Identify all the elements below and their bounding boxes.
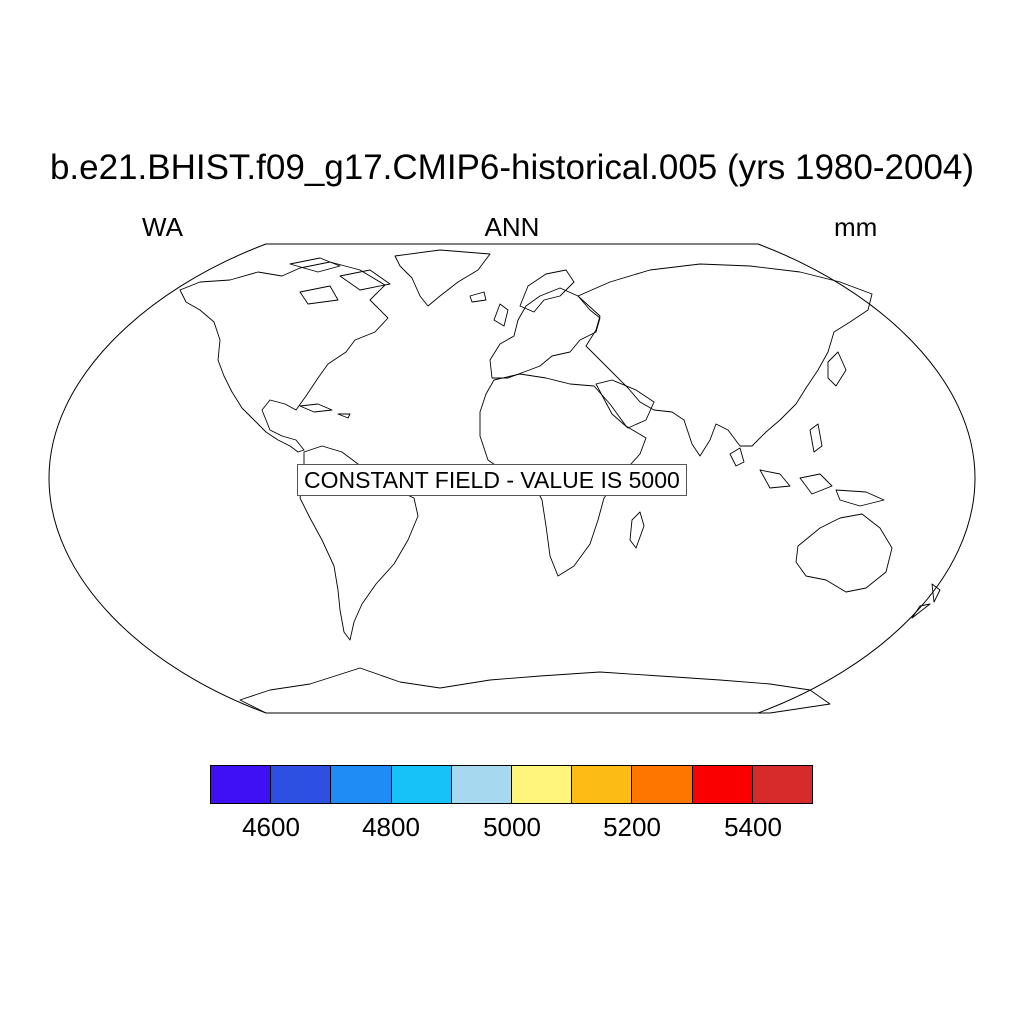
australia-coastline <box>795 513 893 593</box>
colorbar-swatch <box>391 766 452 803</box>
colorbar-swatch <box>211 766 272 803</box>
arctic-islands-coastline <box>289 257 391 305</box>
constant-field-annotation: CONSTANT FIELD - VALUE IS 5000 <box>297 464 687 496</box>
japan-coastline <box>827 351 847 387</box>
africa-coastline <box>479 373 647 577</box>
british-isles-coastline <box>469 291 509 327</box>
arabia-coastline <box>595 379 655 429</box>
colorbar-swatch <box>271 766 332 803</box>
colorbar-tick-label: 4800 <box>362 812 420 842</box>
colorbar-swatch <box>692 766 753 803</box>
colorbar-tick-label: 5000 <box>483 812 541 842</box>
greenland-coastline <box>394 249 491 307</box>
colorbar-tick-label: 4600 <box>242 812 300 842</box>
maritime-asia-coastline <box>729 423 885 507</box>
new-zealand-coastline <box>911 583 941 619</box>
colorbar-swatch <box>572 766 633 803</box>
colorbar-swatch <box>451 766 513 803</box>
madagascar-coastline <box>629 511 645 549</box>
season-label: ANN <box>484 212 540 242</box>
colorbar-swatch <box>331 766 392 803</box>
scandinavia-coastline <box>519 269 575 313</box>
plot-title: b.e21.BHIST.f09_g17.CMIP6-historical.005… <box>49 148 975 187</box>
colorbar-swatch <box>752 766 813 803</box>
colorbar-tick-label: 5400 <box>724 812 782 842</box>
asia-coastline <box>577 263 873 457</box>
colorbar <box>210 765 813 804</box>
units-label: mm <box>834 212 878 242</box>
colorbar-swatch <box>632 766 693 803</box>
colorbar-tick-label: 5200 <box>603 812 661 842</box>
colorbar-swatch <box>512 766 573 803</box>
north-america-coastline <box>179 261 389 453</box>
antarctica-coastline <box>239 667 831 714</box>
caribbean-coastline <box>299 403 351 419</box>
variable-label: WA <box>142 212 183 242</box>
europe-coastline <box>489 287 601 379</box>
